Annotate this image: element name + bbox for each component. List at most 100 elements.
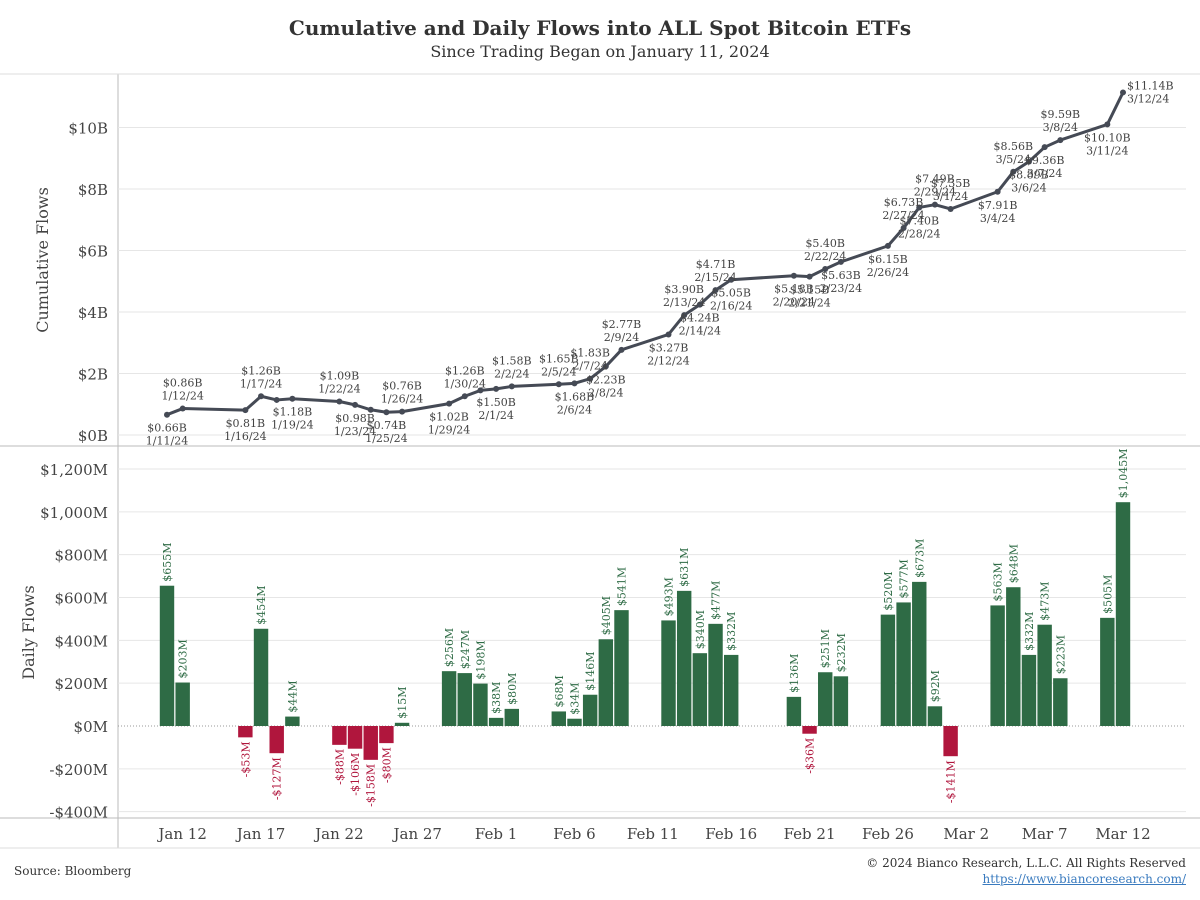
bar-value-label: $68M [553,675,566,707]
y-tick-label-bottom: $200M [54,675,108,693]
bar-value-label: -$53M [239,741,252,777]
cumulative-point [900,225,907,232]
point-value-label: $9.59B [1041,108,1081,121]
cumulative-point [571,380,578,387]
x-tick-label: Jan 12 [156,825,206,843]
y-tick-label-top: $4B [78,304,108,322]
point-value-label: $4.71B [696,258,736,271]
point-value-label: $4.24B [680,312,720,325]
bar-value-label: $405M [600,596,613,635]
bar-positive [708,623,723,726]
bar-negative [347,726,363,749]
bar-value-label: -$127M [271,757,284,800]
point-value-label: $3.27B [649,341,689,354]
cumulative-point [1025,158,1032,165]
bar-value-label: $80M [506,673,519,705]
point-date-label: 1/17/24 [240,377,282,390]
point-value-label: $3.90B [664,283,704,296]
point-value-label: $0.76B [382,380,422,393]
point-value-label: $5.15B [790,284,830,297]
bar-value-label: -$141M [945,760,958,803]
point-date-label: 1/30/24 [444,377,486,390]
point-value-label: $5.05B [711,287,751,300]
website-link[interactable]: https://www.biancoresearch.com/ [982,872,1186,886]
point-date-label: 2/8/24 [588,386,623,399]
bar-positive [927,706,943,726]
cumulative-point [508,383,515,390]
bar-positive [833,676,849,726]
bar-positive [661,620,676,726]
y-tick-label-bottom: $800M [54,547,108,565]
cumulative-point [461,393,468,400]
bar-positive [473,683,488,726]
bar-positive [551,711,567,726]
point-date-label: 1/22/24 [318,382,360,395]
bar-negative [943,726,958,757]
x-tick-label: Feb 1 [475,825,517,843]
point-date-label: 2/20/24 [773,296,815,309]
bar-positive [896,602,911,726]
point-value-label: $5.18B [774,283,814,296]
chart-subtitle: Since Trading Began on January 11, 2024 [430,42,770,61]
cumulative-point [916,204,923,211]
bar-positive [1037,624,1052,726]
point-value-label: $7.91B [978,199,1018,212]
cumulative-point [994,188,1001,195]
y-tick-label-top: $0B [78,427,108,445]
y-tick-label-top: $8B [78,181,108,199]
cumulative-point [1120,89,1126,96]
y-tick-label-top: $2B [78,366,108,384]
bar-negative [379,726,394,744]
cumulative-point [1010,168,1017,175]
cumulative-point [837,258,844,265]
point-value-label: $0.66B [147,422,187,435]
bar-positive [723,654,739,726]
point-value-label: $8.56B [994,140,1034,153]
point-value-label: $1.50B [476,396,516,409]
point-value-label: $11.14B [1127,79,1174,92]
source-note: Source: Bloomberg [14,864,132,878]
cumulative-point [352,401,359,408]
bar-positive [912,581,927,726]
x-tick-label: Feb 6 [553,825,595,843]
bar-value-label: $223M [1054,635,1067,674]
cumulative-point [728,276,735,283]
point-date-label: 3/5/24 [996,153,1031,166]
x-tick-label: Jan 27 [392,825,442,843]
bar-negative [269,726,284,754]
bar-negative [332,726,347,745]
bar-positive [285,716,300,726]
point-date-label: 2/27/24 [882,209,924,222]
point-date-label: 1/25/24 [365,432,407,445]
cumulative-point [289,395,296,402]
cumulative-point [446,400,453,407]
bar-value-label: $247M [459,630,472,669]
point-date-label: 2/2/24 [494,367,529,380]
x-tick-label: Feb 11 [627,825,679,843]
point-value-label: $9.36B [1025,154,1065,167]
bar-negative [363,726,378,760]
point-date-label: 2/22/24 [804,250,846,263]
bar-positive [692,653,708,726]
bar-positive [880,614,896,726]
cumulative-point [555,381,562,388]
bar-value-label: -$158M [365,764,378,807]
point-value-label: $1.83B [570,347,610,360]
bar-positive [159,585,175,726]
point-date-label: 3/8/24 [1043,121,1078,134]
bar-positive [394,722,410,726]
point-value-label: $7.35B [931,177,971,190]
point-value-label: $2.23B [586,373,626,386]
bar-value-label: $655M [161,542,174,581]
bar-value-label: $146M [584,651,597,690]
point-date-label: 2/7/24 [572,360,607,373]
cumulative-point [477,387,484,394]
point-date-label: 1/12/24 [161,390,203,403]
point-date-label: 3/7/24 [1027,167,1062,180]
point-date-label: 2/16/24 [710,300,752,313]
bar-value-label: -$80M [380,747,393,783]
y-tick-label-bottom: $400M [54,632,108,650]
bar-value-label: $493M [663,577,676,616]
cumulative-point [164,411,170,418]
